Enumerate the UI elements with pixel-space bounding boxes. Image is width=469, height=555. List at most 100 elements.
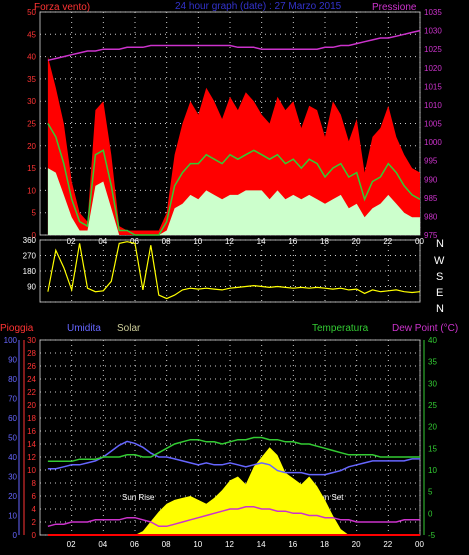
x-tick-label-3: 06 [130,540,139,549]
y-tick-pressure: 1005 [424,120,442,129]
y-tick-rain: 18 [27,414,36,423]
y-tick-pressure: 1030 [424,27,442,36]
x-tick-label-3: 14 [257,540,266,549]
series-humidity-line [47,440,420,476]
y-tick-temperature: 40 [428,336,437,345]
y-tick-pressure: 1010 [424,101,442,110]
y-tick-humidity: 100 [4,336,18,345]
y-tick-dir: 360 [23,236,37,245]
y-tick-rain: 12 [27,453,36,462]
y-tick-rain: 8 [32,479,37,488]
dir-letter-n1: N [436,238,444,250]
y-tick-temperature: 15 [428,444,437,453]
y-tick-pressure: 990 [424,175,438,184]
y-tick-pressure: 1035 [424,8,442,17]
y-tick-pressure: 995 [424,157,438,166]
y-tick-temperature: 5 [428,488,433,497]
y-tick-temperature: 30 [428,379,437,388]
x-tick-label-3: 12 [225,540,234,549]
y-tick-pressure: 1015 [424,82,442,91]
dir-letter-n2: N [436,303,444,315]
y-tick-pressure: 1020 [424,64,442,73]
dir-letter-s: S [436,271,443,283]
x-tick-label-1: 06 [130,237,139,246]
series-direction-line [47,241,421,300]
series-gust-area [47,56,421,235]
y-tick-pressure: 1025 [424,45,442,54]
y-tick-humidity: 0 [13,531,18,540]
chart-title: 24 hour graph (date) : 27 Marzo 2015 [175,1,342,12]
series-wind-min-area [47,168,421,235]
y-tick-pressure: 980 [424,212,438,221]
y-tick-humidity: 50 [8,434,17,443]
y-tick-wind: 25 [27,120,36,129]
y-tick-rain: 2 [32,518,37,527]
y-tick-temperature: 35 [428,358,437,367]
y-tick-humidity: 10 [8,512,17,521]
y-tick-pressure: 975 [424,231,438,240]
rain-label: Pioggia [0,323,34,334]
y-tick-wind: 30 [27,97,36,106]
y-tick-humidity: 60 [8,414,17,423]
y-tick-temperature: 20 [428,423,437,432]
y-tick-humidity: 40 [8,453,17,462]
y-tick-wind: 10 [27,186,36,195]
y-tick-humidity: 30 [8,473,17,482]
y-tick-pressure: 1000 [424,138,442,147]
x-tick-label-3: 00 [415,540,424,549]
x-tick-label-1: 18 [320,237,329,246]
series-temperature-line [47,436,420,463]
dewpoint-label: Dew Point (°C) [392,323,458,334]
x-tick-label-1: 22 [383,237,392,246]
y-tick-rain: 14 [27,440,36,449]
series-pressure-line [47,29,421,62]
sunset-annotation: Sun Set [315,493,344,502]
y-tick-temperature: 10 [428,466,437,475]
y-tick-rain: 28 [27,349,36,358]
solar-label: Solar [117,323,141,334]
x-tick-label-1: 20 [352,237,361,246]
y-tick-wind: 50 [27,8,36,17]
x-tick-label-3: 04 [98,540,107,549]
y-tick-dir: 180 [23,267,37,276]
y-tick-rain: 20 [27,401,36,410]
y-tick-wind: 40 [27,53,36,62]
y-tick-rain: 16 [27,427,36,436]
x-tick-label-3: 02 [67,540,76,549]
y-tick-wind: 35 [27,75,36,84]
series-solar-area [47,447,421,535]
dir-letter-w: W [434,255,445,267]
direction-letters: N W S E N [434,238,445,315]
y-tick-humidity: 20 [8,492,17,501]
x-tick-label-1: 10 [193,237,202,246]
x-tick-label-1: 12 [225,237,234,246]
y-tick-rain: 26 [27,362,36,371]
dir-letter-e: E [436,287,443,299]
x-tick-label-1: 00 [415,237,424,246]
y-tick-rain: 30 [27,336,36,345]
y-tick-dir: 270 [23,252,37,261]
y-tick-rain: 10 [27,466,36,475]
wind-axis-label: Forza vento) [34,2,90,13]
pressure-axis-label: Pressione [372,2,417,13]
y-tick-temperature: -5 [428,531,436,540]
x-tick-label-1: 16 [288,237,297,246]
y-tick-dir: 90 [27,283,36,292]
y-tick-temperature: 0 [428,509,433,518]
y-tick-temperature: 25 [428,401,437,410]
temperature-label: Temperatura [312,323,369,334]
y-tick-rain: 0 [32,531,37,540]
x-tick-label-1: 14 [257,237,266,246]
x-tick-label-3: 22 [383,540,392,549]
y-tick-rain: 22 [27,388,36,397]
y-tick-humidity: 70 [8,395,17,404]
y-tick-humidity: 80 [8,375,17,384]
y-tick-humidity: 90 [8,356,17,365]
humidity-label: Umidita [67,323,101,334]
x-tick-label-3: 16 [288,540,297,549]
x-tick-label-3: 10 [193,540,202,549]
series-wind-avg-line [47,123,421,236]
y-tick-rain: 24 [27,375,36,384]
